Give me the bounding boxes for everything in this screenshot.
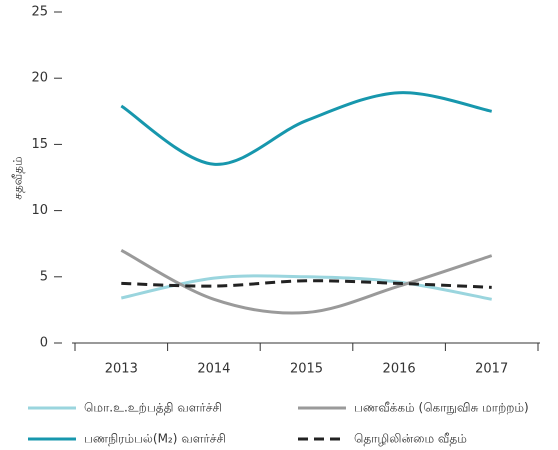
- series-line: [120, 248, 493, 315]
- x-tick-label: 2017: [475, 362, 508, 377]
- series-line: [121, 279, 492, 289]
- x-tick-label: 2014: [197, 362, 230, 377]
- x-tick-label: 2015: [290, 362, 323, 377]
- series-line: [120, 274, 492, 301]
- x-tick-label: 2016: [383, 362, 416, 377]
- y-tick-label: 0: [40, 336, 48, 351]
- legend-label: மொ.உ.உற்பத்தி வளர்ச்சி: [84, 401, 222, 415]
- legend-label: பணவீக்கம் (கொநுவிசு மாற்றம்): [354, 401, 529, 416]
- series-line: [120, 91, 493, 166]
- legend-label: தொழிலின்மை வீதம்: [354, 432, 467, 446]
- x-tick-label: 2013: [105, 362, 138, 377]
- y-tick-label: 25: [31, 5, 48, 20]
- y-tick-label: 5: [40, 269, 48, 284]
- legend-label: பணநிரம்பல்(M₂) வளர்ச்சி: [84, 432, 226, 446]
- y-tick-label: 20: [31, 71, 48, 86]
- y-tick-label: 15: [31, 137, 48, 152]
- y-axis-label: சதவீதம்: [11, 156, 25, 199]
- y-tick-label: 10: [31, 203, 48, 218]
